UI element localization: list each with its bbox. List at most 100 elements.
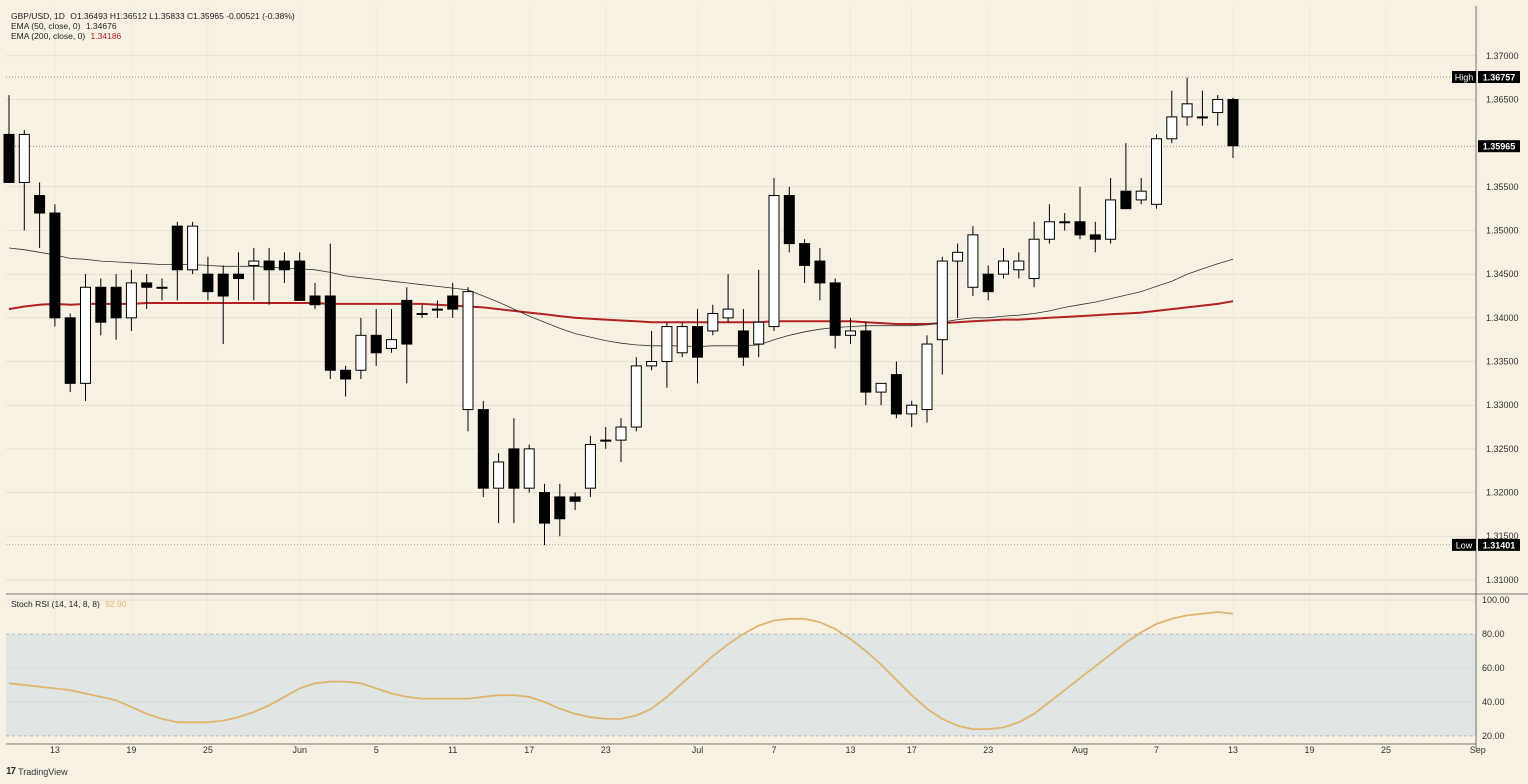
candle-body-down <box>264 261 274 270</box>
price-tick-label: 1.35000 <box>1486 225 1519 235</box>
time-tick-label: Sep <box>1470 745 1486 755</box>
candle-body-down <box>142 283 152 287</box>
candle-body-up <box>601 440 611 441</box>
last-price-value: 1.35965 <box>1483 142 1516 152</box>
stoch-tick-label: 40.00 <box>1482 697 1505 707</box>
candle-body-down <box>509 449 519 488</box>
candle-body-up <box>417 313 427 314</box>
candle-body-up <box>723 309 733 318</box>
candle-body-down <box>325 296 335 370</box>
candle <box>631 357 641 431</box>
high-value: 1.36757 <box>1483 73 1516 83</box>
candle-body-down <box>279 261 289 270</box>
candle-body-up <box>1213 99 1223 112</box>
candle-body-up <box>356 335 366 370</box>
high-label: High <box>1455 73 1474 83</box>
price-tick-label: 1.34500 <box>1486 269 1519 279</box>
candle-body-up <box>1029 239 1039 278</box>
candle-body-up <box>846 331 856 335</box>
price-tick-label: 1.32500 <box>1486 444 1519 454</box>
candle-body-down <box>35 196 45 213</box>
candle-body-up <box>432 309 442 310</box>
candle-body-up <box>677 327 687 353</box>
candle-body-down <box>218 274 228 296</box>
candle-body-down <box>1090 235 1100 239</box>
candle-body-down <box>65 318 75 384</box>
candle-body-up <box>616 427 626 440</box>
candle <box>784 187 794 253</box>
price-tick-label: 1.34000 <box>1486 313 1519 323</box>
candle-body-down <box>983 274 993 291</box>
price-tick-label: 1.33500 <box>1486 357 1519 367</box>
candle-body-up <box>1182 104 1192 117</box>
stoch-tick-label: 20.00 <box>1482 731 1505 741</box>
candle-body-down <box>310 296 320 305</box>
candle <box>50 204 60 326</box>
candle-body-down <box>295 261 305 300</box>
legend-stoch-row[interactable]: Stoch RSI (14, 14, 8, 8) 92.90 <box>11 599 126 609</box>
candle-body-up <box>968 235 978 287</box>
legend-symbol-row: GBP/USD, 1D O1.36493 H1.36512 L1.35833 C… <box>11 11 295 21</box>
candle-body-down <box>738 331 748 357</box>
time-tick-label: 25 <box>1381 745 1391 755</box>
candle-body-down <box>784 196 794 244</box>
time-tick-label: Jun <box>292 745 307 755</box>
candle-body-up <box>126 283 136 318</box>
candle-body-up <box>953 252 963 261</box>
stoch-tick-label: 60.00 <box>1482 663 1505 673</box>
candle <box>677 322 687 357</box>
candle-body-down <box>1228 99 1238 145</box>
candle <box>1152 134 1162 208</box>
candle-body-up <box>907 405 917 414</box>
candle-body-up <box>647 362 657 366</box>
candle-body-up <box>188 226 198 270</box>
price-tick-label: 1.32000 <box>1486 488 1519 498</box>
candle-body-up <box>81 287 91 383</box>
stoch-label: Stoch RSI (14, 14, 8, 8) <box>11 599 100 609</box>
candle-body-up <box>585 445 595 489</box>
time-tick-label: 17 <box>907 745 917 755</box>
candle-body-up <box>1197 117 1207 118</box>
candle-body-down <box>50 213 60 318</box>
candle <box>524 445 534 493</box>
time-tick-label: 13 <box>50 745 60 755</box>
candle-body-down <box>234 274 244 278</box>
candle <box>968 226 978 296</box>
candle-body-down <box>371 335 381 352</box>
ema50-label: EMA (50, close, 0) <box>11 21 80 31</box>
time-tick-label: 17 <box>524 745 534 755</box>
candle-body-down <box>815 261 825 283</box>
time-tick-label: Jul <box>692 745 704 755</box>
candle <box>65 313 75 392</box>
candle-body-up <box>754 322 764 344</box>
candle-body-down <box>111 287 121 318</box>
symbol-label: GBP/USD, 1D <box>11 11 65 21</box>
ema200-label: EMA (200, close, 0) <box>11 31 85 41</box>
time-tick-label: 19 <box>126 745 136 755</box>
candle <box>922 335 932 422</box>
candle-body-down <box>4 134 14 182</box>
candle-body-up <box>1106 200 1116 239</box>
price-tick-label: 1.33000 <box>1486 400 1519 410</box>
candle-body-down <box>96 287 106 322</box>
candle-body-up <box>631 366 641 427</box>
price-tick-label: 1.36500 <box>1486 94 1519 104</box>
candle <box>463 287 473 431</box>
time-tick-label: Aug <box>1072 745 1088 755</box>
candle-body-up <box>1044 222 1054 239</box>
candle-body-down <box>341 370 351 379</box>
candle-body-up <box>708 313 718 330</box>
candle-body-up <box>999 261 1009 274</box>
legend-ema50-row[interactable]: EMA (50, close, 0) 1.34676 <box>11 21 117 31</box>
legend-ema200-row[interactable]: EMA (200, close, 0) 1.34186 <box>11 31 121 41</box>
candle-body-down <box>448 296 458 309</box>
candle-body-up <box>1060 222 1070 223</box>
candle-body-down <box>1121 191 1131 208</box>
candle-body-up <box>876 383 886 392</box>
time-tick-label: 23 <box>983 745 993 755</box>
candle-body-up <box>249 261 259 265</box>
tradingview-brand[interactable]: 17 TradingView <box>6 766 68 777</box>
stoch-value: 92.90 <box>105 599 126 609</box>
ema50-value: 1.34676 <box>86 21 117 31</box>
